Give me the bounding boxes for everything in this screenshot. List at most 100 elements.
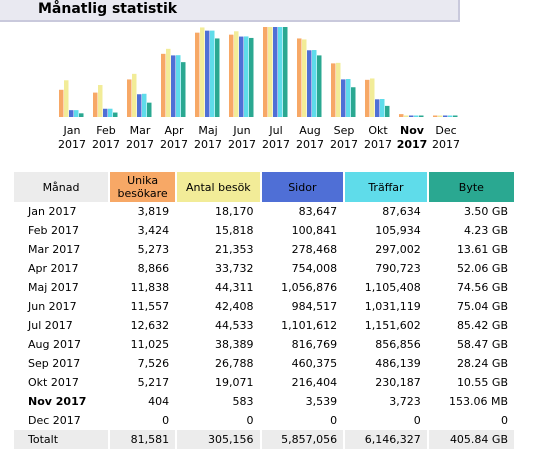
bar-sidor-apr	[171, 55, 176, 117]
header-divider	[458, 0, 460, 20]
cell-sidor: 984,517	[291, 300, 338, 313]
cell-byte: 405.84 GB	[428, 430, 514, 449]
month-tick-label: Jan	[63, 124, 81, 137]
cell-besok: 0	[246, 414, 254, 427]
cell-sidor: 0	[330, 414, 338, 427]
bar-antal-besök-dec	[438, 115, 443, 117]
bar-sidor-sep	[341, 79, 346, 117]
cell-traffar: 105,934	[375, 224, 421, 237]
month-tick-label: Okt	[368, 124, 388, 137]
cell-sidor: 278,468	[291, 243, 338, 256]
cell-month: Okt 2017	[28, 376, 79, 389]
cell-besok: 21,353	[215, 243, 254, 256]
cell-besok: 44,533	[215, 319, 254, 332]
bar-unika-besökare-mar	[127, 79, 132, 117]
cell-besok: 33,732	[215, 262, 254, 275]
bar-sidor-mar	[137, 94, 142, 117]
bar-sidor-maj	[205, 30, 210, 117]
cell-byte: 85.42 GB	[456, 319, 508, 332]
table-row: Nov 2017 404 583 3,539 3,723 153.06 MB	[14, 392, 514, 411]
bar-sidor-nov	[409, 115, 414, 117]
bar-träffar-nov	[414, 115, 419, 117]
bar-byte-jan	[79, 113, 84, 117]
bar-byte-apr	[181, 62, 186, 117]
bar-antal-besök-mar	[132, 73, 137, 117]
table-body: Jan 2017 3,819 18,170 83,647 87,634 3.50 GB Fe…	[14, 202, 514, 449]
bar-unika-besökare-feb	[93, 92, 98, 117]
bar-träffar-feb	[108, 108, 113, 117]
cell-traffar: 1,031,119	[364, 300, 421, 313]
cell-sidor: 3,539	[305, 395, 338, 408]
cell-traffar: 1,105,408	[364, 281, 421, 294]
column-header-hits: Träffar	[345, 172, 427, 202]
bar-antal-besök-jan	[64, 80, 69, 117]
cell-unika: 5,273	[137, 243, 170, 256]
cell-month: Jun 2017	[28, 300, 77, 313]
month-tick-label: Nov	[400, 124, 425, 137]
bar-träffar-jan	[74, 110, 79, 117]
year-tick-label: 2017	[228, 138, 256, 151]
bar-unika-besökare-apr	[161, 53, 166, 117]
bar-sidor-jun	[239, 36, 244, 117]
cell-traffar: 856,856	[375, 338, 421, 351]
cell-unika: 5,217	[137, 376, 170, 389]
year-tick-label: 2017	[432, 138, 460, 151]
month-tick-label: Jun	[232, 124, 250, 137]
year-tick-label: 2017	[330, 138, 358, 151]
cell-month: Dec 2017	[28, 414, 81, 427]
bar-träffar-dec	[448, 115, 453, 117]
cell-sidor: 5,857,056	[261, 430, 344, 449]
table-row: Apr 2017 8,866 33,732 754,008 790,723 52.06 G…	[14, 259, 514, 278]
cell-traffar: 297,002	[375, 243, 421, 256]
cell-besok: 18,170	[215, 205, 254, 218]
column-header-unique-line1: Unika	[127, 174, 159, 187]
cell-month: Jul 2017	[28, 319, 73, 332]
cell-besok: 44,311	[215, 281, 254, 294]
cell-byte: 74.56 GB	[456, 281, 508, 294]
cell-traffar: 486,139	[375, 357, 421, 370]
cell-besok: 15,818	[215, 224, 254, 237]
bar-byte-dec	[453, 115, 458, 117]
cell-sidor: 83,647	[298, 205, 338, 218]
bar-antal-besök-okt	[370, 78, 375, 117]
cell-sidor: 816,769	[291, 338, 338, 351]
bar-unika-besökare-okt	[365, 79, 370, 117]
cell-byte: 153.06 MB	[448, 395, 508, 408]
cell-byte: 4.23 GB	[463, 224, 508, 237]
bar-unika-besökare-sep	[331, 63, 336, 117]
bar-antal-besök-apr	[166, 48, 171, 117]
cell-month: Jan 2017	[28, 205, 77, 218]
year-tick-label: 2017	[92, 138, 120, 151]
cell-unika: 3,424	[137, 224, 170, 237]
cell-sidor: 100,841	[291, 224, 338, 237]
cell-month: Nov 2017	[28, 395, 87, 408]
year-tick-label: 2017	[160, 138, 188, 151]
column-header-month: Månad	[14, 172, 109, 202]
cell-byte: 0	[501, 414, 508, 427]
bar-träffar-sep	[346, 79, 351, 117]
table-row: Okt 2017 5,217 19,071 216,404 230,187 10.55 G…	[14, 373, 514, 392]
cell-month: Maj 2017	[28, 281, 79, 294]
cell-unika: 404	[148, 395, 170, 408]
column-header-pages: Sidor	[261, 172, 344, 202]
cell-byte: 52.06 GB	[456, 262, 508, 275]
bar-träffar-mar	[142, 93, 147, 117]
table-row: Dec 2017 0 0 0 0 0	[14, 411, 514, 430]
year-tick-label: 2017	[126, 138, 154, 151]
column-header-visits: Antal besök	[177, 172, 260, 202]
cell-unika: 8,866	[137, 262, 170, 275]
bar-sidor-feb	[103, 108, 108, 117]
year-tick-label: 2017	[194, 138, 222, 151]
bar-antal-besök-jul	[268, 27, 273, 117]
cell-byte: 10.55 GB	[456, 376, 508, 389]
cell-unika: 81,581	[110, 430, 176, 449]
table-row: Sep 2017 7,526 26,788 460,375 486,139 28.24 G…	[14, 354, 514, 373]
cell-unika: 11,557	[130, 300, 170, 313]
month-tick-label: Mar	[130, 124, 151, 137]
cell-besok: 305,156	[177, 430, 260, 449]
column-header-unique-line2: besökare	[117, 187, 168, 200]
year-tick-label: 2017	[397, 138, 428, 151]
month-tick-label: Sep	[334, 124, 355, 137]
table-total-row: Totalt 81,581 305,156 5,857,056 6,146,327 405…	[14, 430, 514, 449]
cell-unika: 3,819	[137, 205, 170, 218]
